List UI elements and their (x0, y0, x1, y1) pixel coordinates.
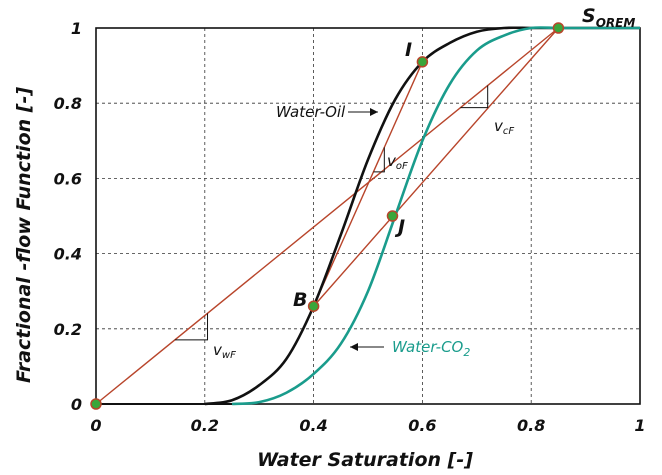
v-wf-sub: wF (222, 350, 236, 361)
v-cf-label: vcF (494, 117, 514, 137)
x-tick-label: 0.2 (191, 416, 219, 435)
v-wf-label: vwF (213, 341, 236, 361)
water-co2-label: Water-CO2 (392, 338, 470, 359)
label-I: I (405, 39, 412, 61)
v-wf-main: v (213, 341, 223, 359)
point-I (416, 56, 429, 68)
point-J (386, 210, 399, 222)
label-B: B (293, 289, 307, 311)
grid (96, 28, 640, 404)
point-S (552, 22, 565, 34)
v-of-main: v (387, 152, 397, 170)
point-origin (90, 398, 102, 410)
water-co2-arrowhead (350, 343, 358, 351)
x-tick-label: 0.6 (408, 416, 436, 435)
triangle-vwf (174, 313, 209, 341)
water-co2-curve (231, 26, 640, 406)
x-axis-title: Water Saturation [-] (257, 449, 473, 471)
plot-frame (95, 27, 641, 405)
water-oil-arrowhead (370, 108, 378, 116)
y-tick-label: 1 (71, 19, 82, 38)
v-cf-sub: cF (503, 126, 514, 137)
label-sorem: SOREM (582, 5, 635, 30)
y-axis-title: Fractional -flow Function [-] (13, 87, 35, 383)
triangle-vcf (460, 85, 489, 109)
triangle-vof (373, 147, 385, 173)
y-tick-label: 0.8 (54, 94, 82, 113)
tangent-line-0 (95, 27, 559, 405)
v-of-sub: oF (396, 161, 408, 172)
x-tick-label: 0 (90, 416, 101, 435)
curves (96, 26, 640, 406)
x-tick-label: 0.8 (517, 416, 545, 435)
water-co2-main: Water-CO (392, 338, 464, 356)
tangent-lines (95, 27, 559, 405)
tick-labels: 0 0.2 0.4 0.6 0.8 1 0 0.2 0.4 0.6 0.8 1 (54, 19, 646, 435)
y-tick-label: 0.6 (54, 169, 82, 188)
y-tick-label: 0.2 (54, 320, 82, 339)
label-sorem-sub: OREM (596, 16, 636, 30)
y-tick-label: 0.4 (54, 245, 82, 264)
tangent-line-1 (312, 61, 424, 307)
point-B (307, 300, 320, 312)
water-co2-sub: 2 (463, 346, 470, 359)
tangent-line-2 (313, 27, 559, 307)
slope-triangles (174, 85, 489, 341)
v-of-label: voF (387, 152, 408, 172)
label-J: J (394, 216, 405, 238)
water-oil-label: Water-Oil (276, 103, 346, 121)
points (90, 22, 565, 410)
y-tick-label: 0 (71, 395, 82, 414)
v-cf-main: v (494, 117, 504, 135)
x-tick-label: 0.4 (299, 416, 327, 435)
x-tick-label: 1 (634, 416, 645, 435)
label-sorem-main: S (582, 5, 596, 27)
